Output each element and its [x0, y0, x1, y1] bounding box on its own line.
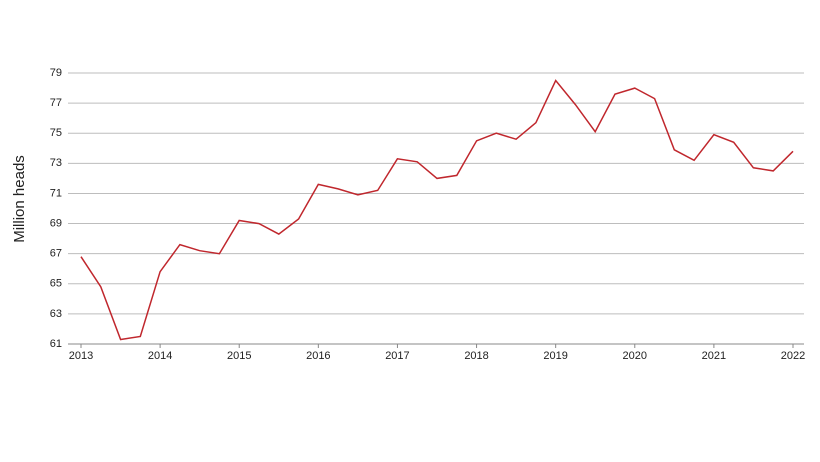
x-tick-label: 2022 [781, 350, 805, 362]
data-line [80, 79, 794, 341]
y-tick-label: 61 [50, 338, 62, 350]
y-tick-label: 67 [50, 248, 62, 260]
x-tick-label: 2018 [464, 350, 488, 362]
x-tick-label: 2019 [543, 350, 567, 362]
x-tick-label: 2015 [227, 350, 251, 362]
y-tick-label: 65 [50, 278, 62, 290]
x-tick-label: 2021 [702, 350, 726, 362]
y-tick-label: 71 [50, 187, 62, 199]
x-tick-label: 2013 [69, 350, 93, 362]
x-tick-label: 2014 [148, 350, 172, 362]
y-tick-label: 79 [50, 67, 62, 79]
y-axis-label: Million heads [11, 155, 28, 243]
y-tick-label: 77 [50, 97, 62, 109]
y-tick-label: 69 [50, 217, 62, 229]
x-tick-label: 2016 [306, 350, 330, 362]
y-tick-label: 75 [50, 127, 62, 139]
y-tick-label: 73 [50, 157, 62, 169]
y-tick-label: 63 [50, 308, 62, 320]
x-tick-label: 2017 [385, 350, 409, 362]
x-tick-label: 2020 [623, 350, 647, 362]
